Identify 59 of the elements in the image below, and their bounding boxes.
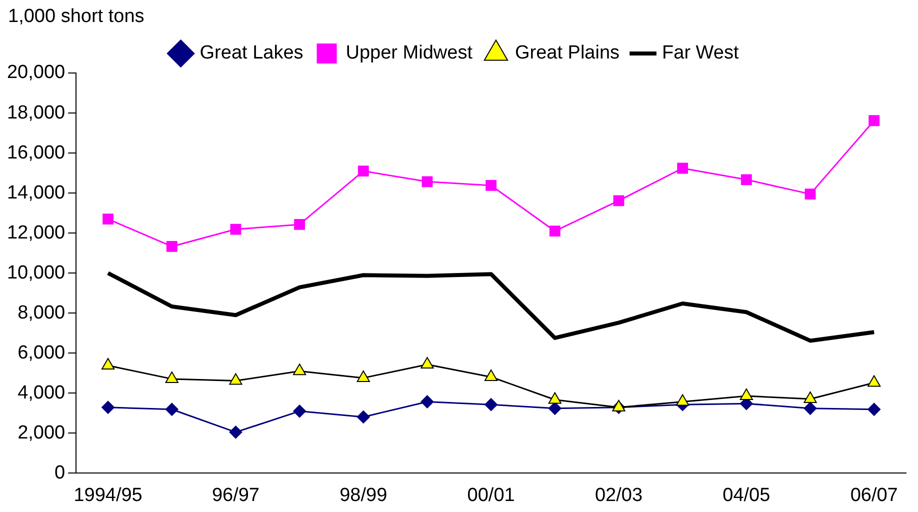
point — [294, 219, 305, 230]
point — [293, 404, 306, 418]
point — [358, 166, 369, 176]
point — [102, 400, 115, 414]
point — [484, 398, 498, 412]
y-tick-label: 14,000 — [6, 182, 66, 204]
point — [804, 402, 817, 415]
point — [292, 364, 306, 376]
point — [229, 426, 242, 439]
point — [612, 400, 626, 412]
y-tick-label: 20,000 — [6, 62, 66, 84]
y-tick-label: 0 — [54, 462, 66, 484]
x-tick-label: 04/05 — [722, 484, 770, 506]
point — [356, 370, 370, 382]
point — [422, 176, 433, 188]
point — [548, 392, 562, 404]
point — [229, 373, 242, 385]
point — [804, 188, 816, 200]
x-tick-label: 98/99 — [340, 484, 388, 506]
point — [676, 394, 690, 406]
point — [484, 369, 498, 381]
x-tick-label: 02/03 — [594, 484, 643, 506]
point — [868, 115, 880, 126]
y-tick-label: 4,000 — [18, 382, 66, 404]
y-axis-title: 1,000 short tons — [8, 6, 144, 28]
point — [548, 402, 562, 415]
x-tick-label: 00/01 — [467, 484, 515, 506]
y-tick-label: 18,000 — [6, 102, 66, 124]
legend-label: Great Lakes — [200, 42, 304, 64]
point — [486, 180, 497, 191]
legend-label: Upper Midwest — [346, 42, 474, 64]
point — [230, 224, 242, 235]
point — [356, 410, 370, 424]
point — [677, 162, 688, 174]
y-tick-label: 8,000 — [18, 302, 66, 324]
y-tick-label: 12,000 — [6, 222, 66, 244]
point — [165, 371, 178, 383]
point — [420, 395, 434, 408]
legend-label: Great Plains — [514, 42, 620, 64]
point — [101, 358, 115, 370]
point — [549, 226, 560, 237]
point — [613, 195, 624, 206]
point — [420, 357, 434, 369]
point — [166, 241, 178, 252]
y-tick-label: 2,000 — [18, 422, 66, 444]
legend-label: Far West — [662, 42, 740, 64]
y-tick-label: 6,000 — [18, 342, 66, 364]
x-tick-label: 06/07 — [850, 484, 898, 506]
x-tick-label: 96/97 — [212, 484, 260, 506]
point — [740, 174, 752, 186]
point — [740, 388, 753, 400]
point — [868, 375, 881, 387]
point — [102, 214, 114, 225]
point — [868, 402, 881, 416]
y-tick-label: 10,000 — [6, 262, 66, 284]
point — [804, 391, 817, 403]
point — [165, 402, 178, 416]
y-tick-label: 16,000 — [6, 142, 66, 164]
x-tick-label: 1994/95 — [74, 484, 142, 506]
